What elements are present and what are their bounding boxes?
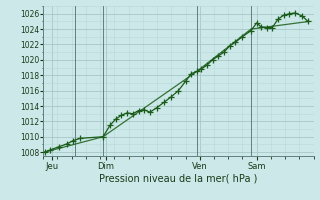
X-axis label: Pression niveau de la mer( hPa ): Pression niveau de la mer( hPa ) xyxy=(99,173,258,183)
